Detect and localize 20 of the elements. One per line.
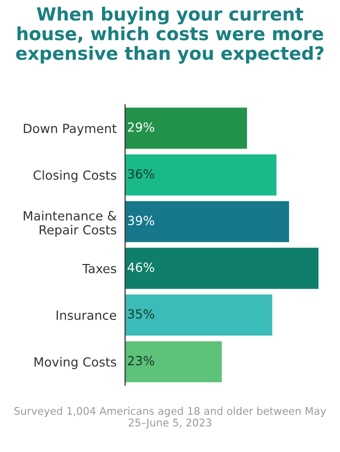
bar xyxy=(125,248,318,289)
bar xyxy=(125,294,272,336)
y-tick-label: Moving Costs xyxy=(34,357,116,370)
bar xyxy=(125,341,222,382)
bar xyxy=(125,108,248,149)
data-label: 36% xyxy=(128,169,154,179)
bar xyxy=(125,154,276,196)
text: Surveyed 1,004 Americans aged 18 and older between May 25–June 5, 2023 xyxy=(14,406,326,428)
data-label: 29% xyxy=(128,122,154,132)
y-tick-label: Down Payment xyxy=(24,124,116,136)
y-tick-label: Insurance xyxy=(56,310,116,320)
bar xyxy=(125,201,290,242)
y-tick-label: Closing Costs xyxy=(34,170,116,182)
data-label: 23% xyxy=(128,356,154,366)
y-tick-label: Maintenance & Repair Costs xyxy=(24,210,116,237)
data-label: 35% xyxy=(128,309,154,319)
chart-title: When buying your current house, which costs were more expensive than you expected? xyxy=(16,6,324,64)
data-label: 46% xyxy=(128,262,154,272)
data-label: 39% xyxy=(128,216,154,226)
y-tick-label: Taxes xyxy=(82,264,116,274)
